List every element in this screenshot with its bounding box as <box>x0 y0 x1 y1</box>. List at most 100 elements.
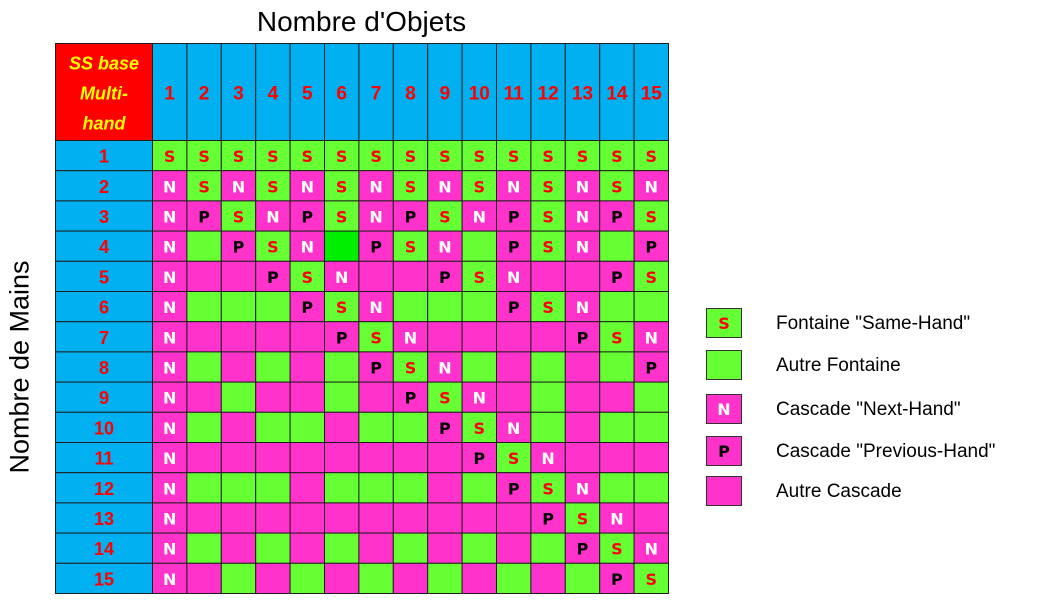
grid-cell <box>633 170 669 202</box>
grid-cell <box>324 140 360 172</box>
grid-cell <box>530 260 566 293</box>
grid-cell <box>599 381 635 413</box>
grid-cell <box>599 291 635 323</box>
grid-cell-letter: N <box>507 177 520 196</box>
grid-cell-letter: N <box>576 208 589 227</box>
grid-cell <box>461 442 498 474</box>
grid-cell <box>255 170 291 202</box>
grid-cell <box>427 562 463 594</box>
chart-title: Nombre d'Objets <box>256 6 467 37</box>
grid-cell <box>392 260 429 293</box>
legend-label: Cascade "Previous-Hand" <box>776 441 996 462</box>
legend-swatch <box>706 476 742 506</box>
grid-cell <box>599 260 635 293</box>
grid-cell <box>186 321 222 353</box>
grid-cell <box>599 170 635 202</box>
grid-cell-letter: S <box>370 147 382 166</box>
column-header-label: 9 <box>440 84 451 105</box>
grid-cell <box>461 291 498 323</box>
grid-cell <box>633 351 669 383</box>
grid-cell-letter: N <box>438 359 451 378</box>
corner-label-line: Multi- <box>80 84 128 104</box>
grid-cell <box>220 291 257 323</box>
grid-cell-letter: S <box>336 147 348 166</box>
grid-cell <box>289 502 326 534</box>
grid-cell <box>461 502 498 534</box>
grid-cell <box>530 321 566 353</box>
grid-cell <box>392 411 429 443</box>
grid-cell-letter: S <box>336 208 348 227</box>
grid-cell <box>461 532 498 564</box>
grid-cell <box>220 562 257 594</box>
grid-cell <box>255 291 291 323</box>
grid-cell-letter: S <box>336 298 348 317</box>
grid-cell <box>461 351 498 383</box>
column-header-cell <box>564 43 601 141</box>
grid-cell-letter: S <box>267 147 279 166</box>
grid-cell-letter: S <box>474 268 486 287</box>
legend-label: Autre Fontaine <box>776 355 901 376</box>
grid-cell <box>289 200 326 232</box>
grid-cell <box>564 502 601 534</box>
grid-cell <box>530 562 566 594</box>
grid-cell <box>392 562 429 594</box>
grid-cell <box>564 260 601 293</box>
grid-cell-letter: S <box>508 147 520 166</box>
column-header-label: 11 <box>504 84 525 105</box>
row-header-label: 13 <box>94 509 114 529</box>
grid-cell <box>496 321 532 353</box>
grid-cell <box>289 140 326 172</box>
grid-cell-letter: P <box>577 328 589 347</box>
grid-cell <box>289 230 326 262</box>
grid-cell <box>564 381 601 413</box>
grid-cell <box>289 321 326 353</box>
grid-cell-letter: S <box>439 389 451 408</box>
grid-cell <box>530 200 566 232</box>
grid-cell <box>496 532 532 564</box>
column-header-cell <box>186 43 222 141</box>
legend-item: Autre Fontaine <box>706 350 1046 382</box>
column-header-label: 14 <box>606 84 628 105</box>
grid-cell <box>152 381 188 413</box>
y-axis-label: Nombre de Mains <box>2 140 38 593</box>
grid-cell <box>186 532 222 564</box>
grid-cell-letter: N <box>163 208 176 227</box>
row-header-label: 9 <box>99 388 109 408</box>
column-header-label: 2 <box>199 84 210 105</box>
legend-item: S Fontaine "Same-Hand" <box>706 308 1046 340</box>
grid-cell-letter: N <box>301 177 314 196</box>
grid-cell-letter: P <box>405 208 417 227</box>
grid-cell <box>324 230 360 262</box>
legend-swatch <box>706 350 742 380</box>
row-header-label: 11 <box>94 449 113 469</box>
grid-cell <box>152 200 188 232</box>
column-header-cell <box>496 43 532 141</box>
grid-cell <box>289 381 326 413</box>
row-header-cell <box>55 502 153 534</box>
grid-cell <box>461 200 498 232</box>
grid-cell-letter: S <box>542 177 554 196</box>
row-header-label: 8 <box>99 358 109 378</box>
grid-cell <box>220 532 257 564</box>
grid-cell <box>186 230 222 262</box>
legend-label: Autre Cascade <box>776 481 902 502</box>
grid-cell <box>633 200 669 232</box>
grid-cell <box>186 502 222 534</box>
row-header-label: 12 <box>94 479 114 499</box>
grid-cell <box>186 351 222 383</box>
grid-cell-letter: P <box>611 268 623 287</box>
grid-cell <box>220 230 257 262</box>
grid-cell-letter: S <box>405 177 417 196</box>
grid-cell <box>599 411 635 443</box>
grid-cell-letter: S <box>474 147 486 166</box>
column-header-label: 3 <box>233 84 244 105</box>
grid-cell-letter: N <box>163 570 176 589</box>
grid-cell <box>186 411 222 443</box>
grid-cell-letter: N <box>301 238 314 257</box>
legend-label: Cascade "Next-Hand" <box>776 399 961 420</box>
column-header-label: 13 <box>572 84 593 105</box>
grid-cell-letter: N <box>645 540 658 559</box>
grid-cell <box>358 532 394 564</box>
grid-cell-letter: S <box>611 540 623 559</box>
